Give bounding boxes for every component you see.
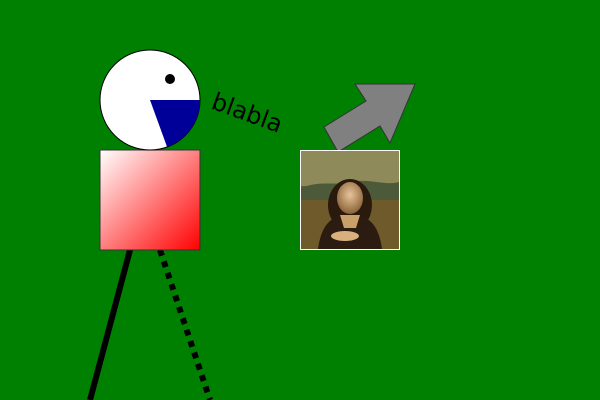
- figure-body: [99, 149, 201, 251]
- left-leg: [87, 249, 133, 400]
- mona-lisa-painting: [300, 150, 400, 250]
- arrow-up-right-icon: [323, 83, 416, 153]
- painting-face: [337, 182, 363, 214]
- mouth: [150, 100, 200, 147]
- painting-neckline: [340, 215, 360, 228]
- painting-hands: [331, 231, 359, 241]
- figure-head: [99, 49, 201, 151]
- right-leg-dashed: [157, 249, 213, 400]
- eye: [165, 74, 175, 84]
